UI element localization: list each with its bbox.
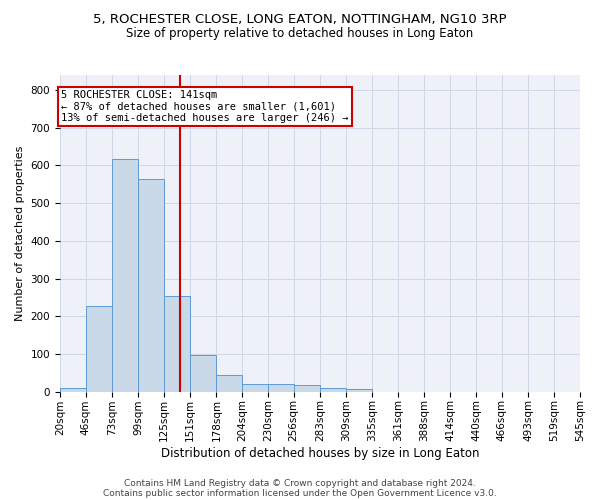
Bar [164, 296, 190, 392]
X-axis label: Distribution of detached houses by size in Long Eaton: Distribution of detached houses by size … [161, 447, 479, 460]
Bar [190, 354, 217, 392]
Text: Contains public sector information licensed under the Open Government Licence v3: Contains public sector information licen… [103, 488, 497, 498]
Bar [112, 158, 138, 392]
Bar [320, 388, 346, 392]
Text: 5 ROCHESTER CLOSE: 141sqm
← 87% of detached houses are smaller (1,601)
13% of se: 5 ROCHESTER CLOSE: 141sqm ← 87% of detac… [61, 90, 349, 124]
Text: Contains HM Land Registry data © Crown copyright and database right 2024.: Contains HM Land Registry data © Crown c… [124, 478, 476, 488]
Bar [268, 384, 293, 392]
Bar [242, 384, 268, 392]
Text: 5, ROCHESTER CLOSE, LONG EATON, NOTTINGHAM, NG10 3RP: 5, ROCHESTER CLOSE, LONG EATON, NOTTINGH… [93, 12, 507, 26]
Text: Size of property relative to detached houses in Long Eaton: Size of property relative to detached ho… [127, 28, 473, 40]
Y-axis label: Number of detached properties: Number of detached properties [15, 146, 25, 321]
Bar [346, 390, 372, 392]
Bar [86, 306, 112, 392]
Bar [138, 178, 164, 392]
Bar [217, 376, 242, 392]
Bar [293, 385, 320, 392]
Bar [60, 388, 86, 392]
